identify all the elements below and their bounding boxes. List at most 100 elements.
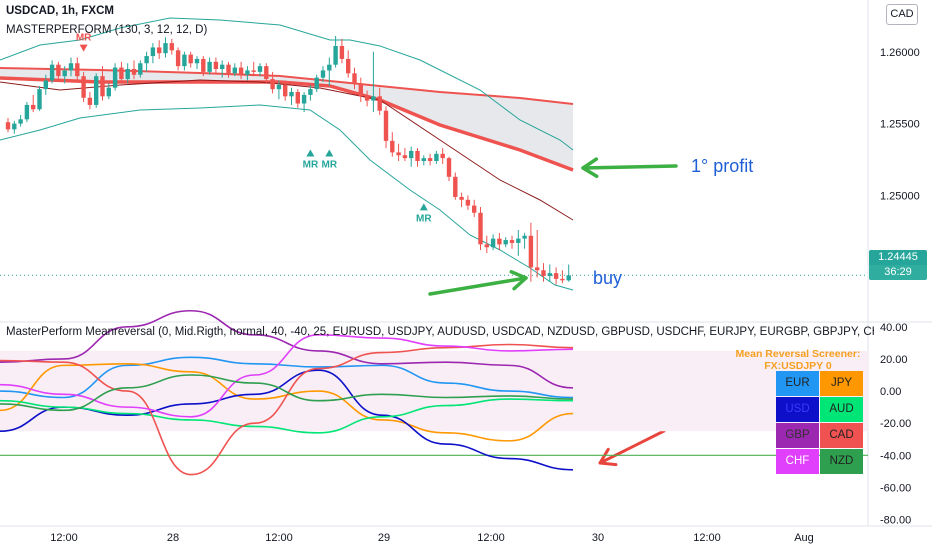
candle-body [314,77,319,90]
candle-body [490,238,496,248]
candle-body [541,270,546,276]
candle-body [327,64,332,71]
time-tick-label: 30 [592,532,604,544]
osc-tick-label: 40.00 [880,322,908,334]
time-tick-label: 12:00 [50,532,78,544]
candle-body [484,244,489,248]
candle-body [377,96,382,111]
mr-buy-arrow [419,203,428,211]
candle-body [553,273,559,279]
candle-body [289,92,294,97]
buy-arrow-head [509,270,528,291]
candle-body [320,70,326,78]
symbol-title[interactable]: USDCAD, 1h, FXCM [6,5,114,17]
mr-sell-label: MR [76,33,92,44]
candle-body [188,54,193,64]
candle-body [194,58,200,64]
axes[interactable]: 1.260001.255001.250001.2450040.0020.000.… [50,47,920,544]
time-tick-label: 12:00 [265,532,293,544]
candle-body [213,61,219,69]
ma-slow-line [0,76,574,172]
time-tick-label: Aug [794,532,814,544]
screener-title: Mean Reversal Screener: FX:USDJPY 0 [728,348,868,372]
candle-body [62,70,67,77]
candle-body [68,63,74,71]
price-grid [0,0,932,527]
osc-series-line [0,334,574,418]
profit-arrow-head [581,157,599,179]
candle-body [459,196,464,200]
candle-body [81,76,86,98]
candle-body [283,84,288,97]
screener-cell-jpy: JPY [820,371,863,396]
osc-arrow-shaft [598,429,666,465]
mr-buy-arrow [306,149,315,157]
candle-body [535,267,540,271]
candle-body [100,76,105,97]
candle-body [547,273,552,276]
candle-body [308,89,313,95]
oscillator-title[interactable]: MasterPerform Meanreversal (0, Mid.Rigth… [6,326,874,338]
candle-body [301,94,307,104]
screener-cell-eur: EUR [776,371,819,396]
candle-body [251,70,256,72]
osc-tick-label: -60.00 [880,482,911,494]
oscillator [0,309,868,476]
candle-body [87,97,93,105]
screener-cell-chf: CHF [776,449,819,474]
candle-body [346,58,351,74]
candle-body [440,153,445,159]
candle-body [560,278,565,281]
mr-buy-label: MR [303,159,319,170]
candle-body [390,140,395,153]
candle-body [339,46,345,59]
currency-badge[interactable]: CAD [886,4,918,25]
candle-body [119,67,124,80]
candle-body [131,69,137,75]
buy-arrow-shaft [428,276,528,296]
candle-body [472,205,477,213]
candle-body [434,153,439,161]
screener-cell-gbp: GBP [776,423,819,448]
osc-tick-label: -40.00 [880,450,911,462]
candle-body [503,240,508,245]
osc-tick-label: 20.00 [880,354,908,366]
osc-tick-label: -20.00 [880,418,911,430]
candle-body [358,83,363,97]
candle-body [333,46,338,65]
candle-body [245,70,250,75]
candle-body [75,63,80,77]
candle-body [421,158,426,161]
candle-body [497,238,502,245]
candle-body [383,110,389,141]
candle-body [182,54,187,67]
time-tick-label: 28 [167,532,179,544]
candle-body [24,104,30,120]
candle-body [157,47,162,54]
osc-tick-label: -80.00 [880,515,911,527]
candle-body [427,158,433,161]
price-tick-label: 1.25500 [880,119,920,131]
candle-body [295,92,300,104]
indicator-title[interactable]: MASTERPERFORM (130, 3, 12, 12, D) [6,24,208,36]
osc-series-line [0,398,574,434]
candle-body [49,64,55,81]
candle-body [56,64,61,77]
candle-body [144,56,149,64]
candle-body [106,87,111,97]
screener-cell-aud: AUD [820,397,863,422]
screener-cell-cad: CAD [820,423,863,448]
osc-arrow-head [598,447,618,467]
candle-body [264,66,269,80]
candle-body [276,84,282,90]
mr-sell-arrow [79,44,88,52]
ma-cloud-fill [0,68,573,170]
ma-mid-line [0,79,574,221]
candle-body [150,47,156,57]
candle-body [112,67,118,88]
candle-body [371,96,376,101]
candle-body [465,199,471,206]
candle-body [12,123,17,130]
bollinger-lower [0,104,574,291]
